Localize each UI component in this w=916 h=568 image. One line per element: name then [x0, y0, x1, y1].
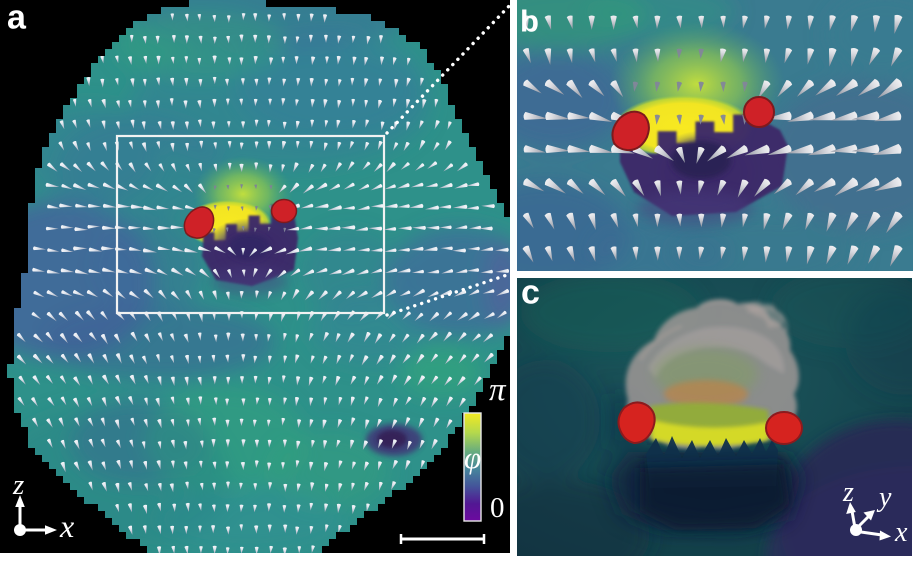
- svg-text:φ: φ: [464, 440, 481, 475]
- svg-text:x: x: [894, 517, 908, 548]
- svg-text:z: z: [842, 477, 854, 508]
- svg-text:0: 0: [490, 492, 505, 524]
- svg-text:y: y: [876, 482, 892, 513]
- svg-text:π: π: [489, 372, 507, 408]
- svg-text:a: a: [7, 0, 27, 37]
- svg-text:b: b: [520, 4, 539, 39]
- svg-text:x: x: [59, 508, 74, 544]
- svg-text:z: z: [12, 469, 24, 501]
- svg-text:c: c: [521, 274, 540, 312]
